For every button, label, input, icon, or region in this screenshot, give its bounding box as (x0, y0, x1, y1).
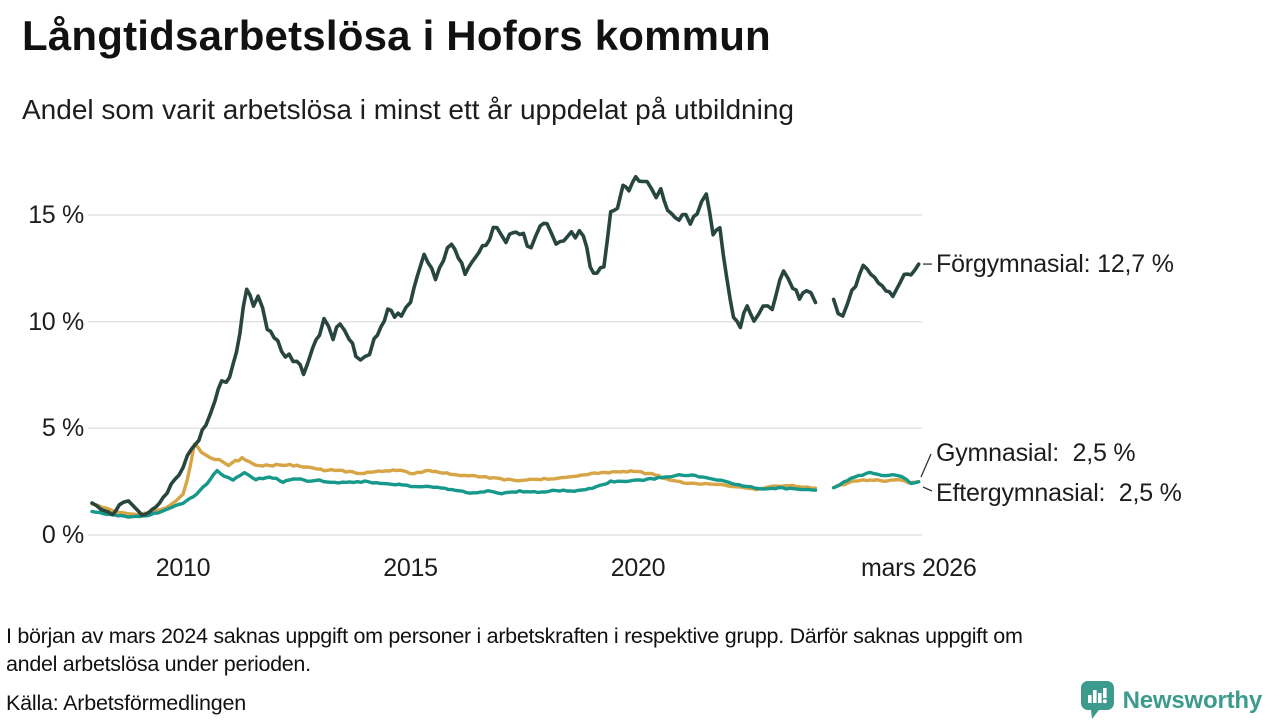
y-tick-label: 15 % (28, 201, 84, 229)
x-tick-label: 2010 (155, 554, 211, 582)
series-line-eftergymnasial (831, 470, 921, 490)
series-line-gymnasial (831, 478, 921, 490)
page-subtitle: Andel som varit arbetslösa i minst ett å… (22, 94, 794, 125)
series-line-eftergymnasial (90, 468, 818, 519)
series-end-label-gymnasial: Gymnasial: 2,5 % (936, 439, 1136, 467)
series-end-label-forgymnasial: Förgymnasial: 12,7 % (936, 250, 1174, 278)
series-line-frgymnasial (90, 174, 818, 517)
page-title: Långtidsarbetslösa i Hofors kommun (22, 12, 771, 59)
series-end-label-eftergymnasial: Eftergymnasial: 2,5 % (936, 479, 1182, 507)
y-tick-label: 5 % (41, 414, 84, 443)
x-tick-label: mars 2026 (861, 554, 977, 582)
y-tick-label: 0 % (41, 521, 84, 549)
source-caption: Källa: Arbetsförmedlingen (6, 691, 247, 715)
bar-chart-speech-bubble-icon (1080, 681, 1114, 719)
x-tick-label: 2020 (610, 554, 666, 582)
footnote-line-1: I början av mars 2024 saknas uppgift om … (6, 624, 1023, 648)
footnote: I början av mars 2024 saknas uppgift om … (6, 622, 1266, 678)
brand-name: Newsworthy (1122, 686, 1263, 714)
footnote-line-2: andel arbetslösa under perioden. (6, 652, 311, 676)
label-leader-line (920, 453, 932, 478)
series-line-gymnasial (90, 442, 818, 517)
x-tick-label: 2015 (383, 554, 438, 582)
label-leader-line (922, 486, 933, 492)
y-tick-label: 10 % (28, 307, 84, 336)
series-line-frgymnasial (831, 262, 921, 318)
newsworthy-brand: Newsworthy (1080, 681, 1263, 720)
